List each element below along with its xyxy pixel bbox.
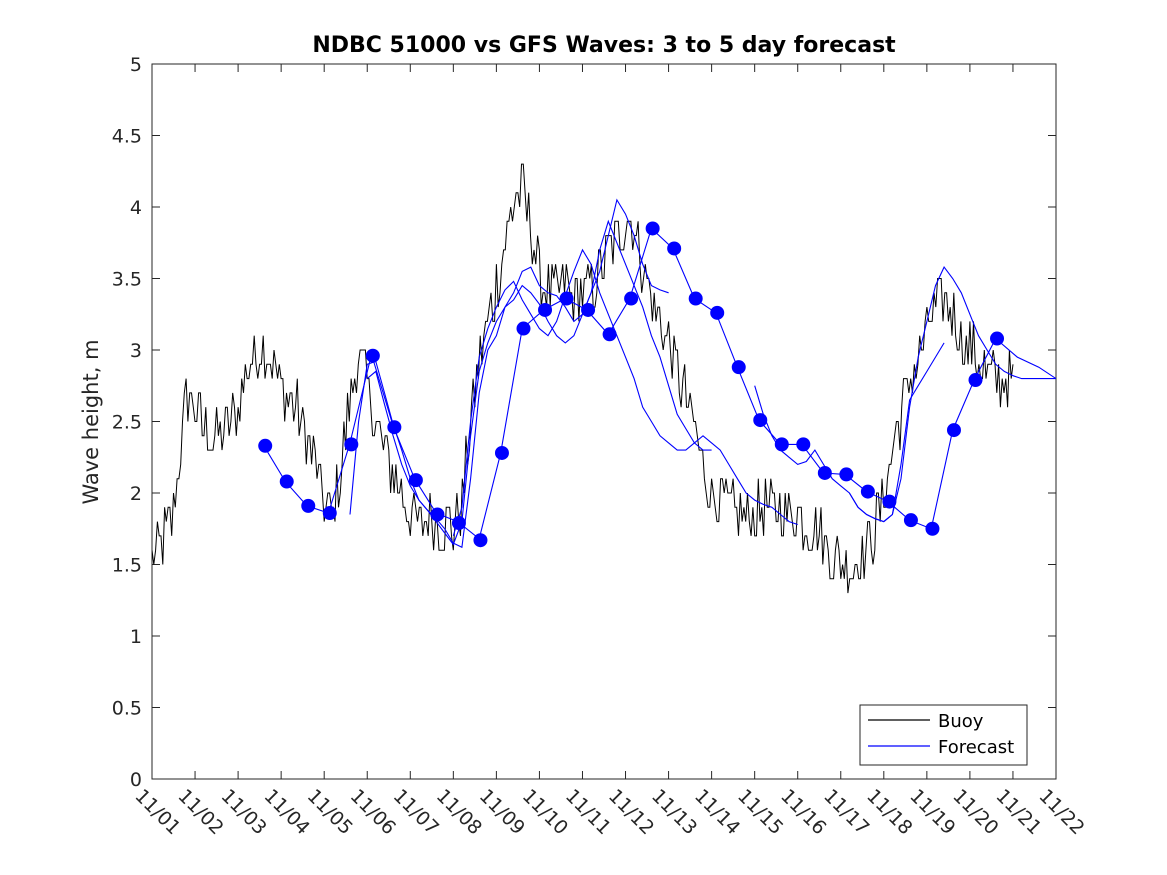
forecast-series-line	[754, 266, 1056, 523]
forecast-point	[344, 437, 359, 452]
forecast-point	[946, 423, 961, 438]
forecast-point	[516, 321, 531, 336]
forecast-point	[710, 305, 725, 320]
forecast-point	[322, 506, 337, 521]
forecast-point	[624, 291, 639, 306]
forecast-point	[774, 437, 789, 452]
forecast-point	[990, 331, 1005, 346]
forecast-point	[408, 473, 423, 488]
y-tick-label: 4	[130, 197, 142, 219]
forecast-series-line	[366, 219, 712, 546]
forecast-point	[903, 513, 918, 528]
y-tick-label: 1	[130, 626, 142, 648]
chart-title: NDBC 51000 vs GFS Waves: 3 to 5 day fore…	[312, 33, 896, 58]
forecast-point	[365, 348, 380, 363]
forecast-point	[451, 516, 466, 531]
y-tick-label: 2.5	[112, 412, 142, 434]
forecast-point	[387, 420, 402, 435]
y-tick-label: 3	[130, 340, 142, 362]
y-tick-label: 0	[130, 769, 142, 791]
forecast-point	[925, 521, 940, 536]
forecast-point	[559, 291, 574, 306]
y-tick-label: 1.5	[112, 555, 142, 577]
forecast-series-line	[349, 198, 669, 549]
forecast-point	[279, 474, 294, 489]
forecast-point	[688, 291, 703, 306]
forecast-point	[796, 437, 811, 452]
forecast-point	[538, 302, 553, 317]
forecast-series-line	[848, 342, 945, 523]
y-tick-label: 4.5	[112, 126, 142, 148]
forecast-point	[839, 467, 854, 482]
y-tick-label: 3.5	[112, 269, 142, 291]
forecast-point	[494, 445, 509, 460]
legend: Buoy Forecast	[859, 704, 1028, 766]
forecast-point	[645, 221, 660, 236]
forecast-point	[667, 241, 682, 256]
legend-forecast-label: Forecast	[938, 737, 1014, 758]
forecast-point	[301, 498, 316, 513]
y-tick-label: 2	[130, 483, 142, 505]
forecast-point	[882, 494, 897, 509]
y-axis-label: Wave height, m	[79, 339, 103, 504]
forecast-point	[430, 507, 445, 522]
forecast-point	[602, 327, 617, 342]
forecast-point	[731, 360, 746, 375]
forecast-series-line	[452, 248, 798, 537]
y-tick-label: 0.5	[112, 698, 142, 720]
y-tick-label: 5	[130, 54, 142, 76]
forecast-point	[581, 302, 596, 317]
forecast-point	[817, 465, 832, 480]
forecast-point	[473, 533, 488, 548]
legend-buoy-label: Buoy	[938, 711, 984, 732]
legend-box	[859, 704, 1028, 766]
forecast-point	[860, 484, 875, 499]
forecast-point	[753, 413, 768, 428]
forecast-point	[258, 438, 273, 453]
forecast-point	[968, 373, 983, 388]
